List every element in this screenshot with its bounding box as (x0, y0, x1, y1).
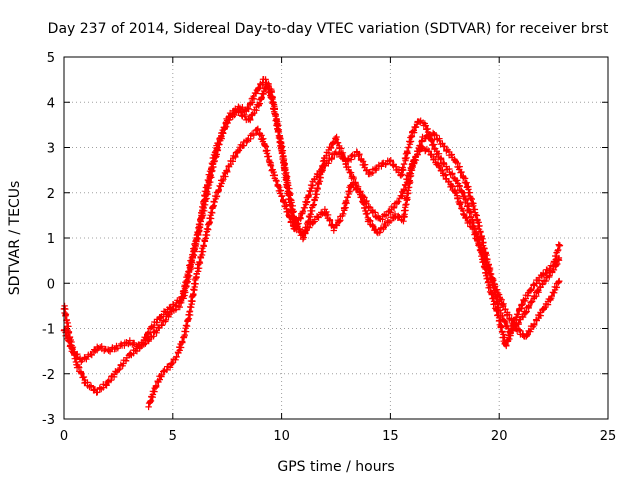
axis-ticks: 0 5 10 15 20 25 -3 -2 -1 0 1 2 3 4 5 (42, 51, 616, 444)
y-tick-label: 4 (47, 96, 55, 111)
series-2-markers (60, 76, 563, 365)
plot-frame (63, 56, 609, 420)
y-tick-label: 2 (47, 187, 55, 202)
x-tick-label: 5 (169, 429, 177, 444)
x-tick-label: 25 (600, 429, 617, 444)
y-tick-label: 3 (47, 142, 55, 157)
x-tick-label: 15 (382, 429, 399, 444)
y-axis-label: SDTVAR / TECUs (7, 181, 23, 296)
x-tick-label: 20 (491, 429, 508, 444)
chart-title: Day 237 of 2014, Sidereal Day-to-day VTE… (48, 21, 609, 37)
grid (64, 57, 608, 419)
series-3 (145, 125, 563, 411)
y-tick-label: 1 (47, 232, 55, 247)
x-tick-label: 0 (60, 429, 68, 444)
x-axis-label: GPS time / hours (277, 459, 394, 475)
y-tick-label: -2 (42, 368, 55, 383)
y-tick-label: 5 (47, 51, 55, 66)
x-tick-label: 10 (273, 429, 290, 444)
y-tick-label: -3 (42, 413, 55, 428)
data-points (60, 76, 564, 411)
series-3-markers (145, 125, 563, 411)
y-tick-label: -1 (42, 323, 55, 338)
series-2 (60, 76, 563, 365)
y-tick-label: 0 (47, 277, 55, 292)
